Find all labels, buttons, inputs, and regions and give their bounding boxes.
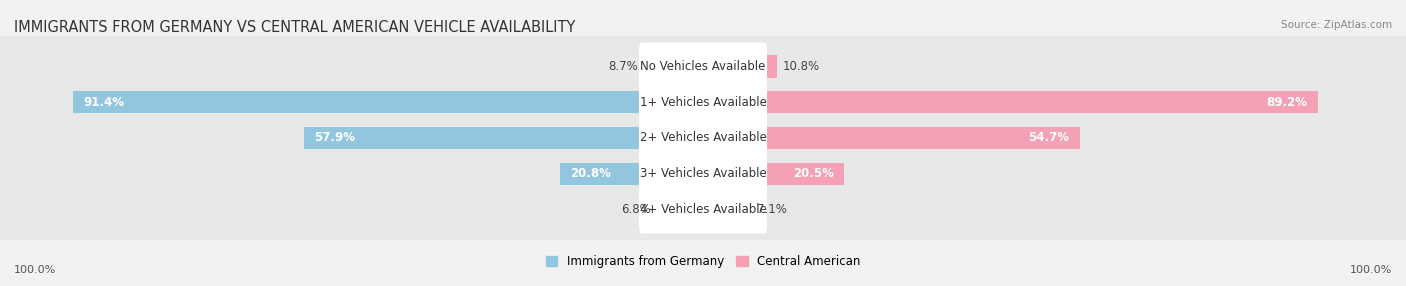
Text: 1+ Vehicles Available: 1+ Vehicles Available	[640, 96, 766, 109]
Text: 10.8%: 10.8%	[783, 60, 820, 73]
FancyBboxPatch shape	[0, 179, 1406, 240]
FancyBboxPatch shape	[703, 163, 844, 185]
FancyBboxPatch shape	[703, 198, 752, 221]
FancyBboxPatch shape	[638, 43, 768, 90]
FancyBboxPatch shape	[73, 91, 703, 113]
Text: 100.0%: 100.0%	[14, 265, 56, 275]
FancyBboxPatch shape	[0, 143, 1406, 204]
Text: 2+ Vehicles Available: 2+ Vehicles Available	[640, 132, 766, 144]
Text: Source: ZipAtlas.com: Source: ZipAtlas.com	[1281, 20, 1392, 30]
Text: 6.8%: 6.8%	[621, 203, 651, 216]
FancyBboxPatch shape	[638, 150, 768, 198]
Text: 7.1%: 7.1%	[758, 203, 787, 216]
Text: 91.4%: 91.4%	[83, 96, 125, 109]
FancyBboxPatch shape	[0, 107, 1406, 169]
Text: 3+ Vehicles Available: 3+ Vehicles Available	[640, 167, 766, 180]
Legend: Immigrants from Germany, Central American: Immigrants from Germany, Central America…	[541, 250, 865, 273]
FancyBboxPatch shape	[703, 55, 778, 78]
Text: IMMIGRANTS FROM GERMANY VS CENTRAL AMERICAN VEHICLE AVAILABILITY: IMMIGRANTS FROM GERMANY VS CENTRAL AMERI…	[14, 20, 575, 35]
Text: 4+ Vehicles Available: 4+ Vehicles Available	[640, 203, 766, 216]
FancyBboxPatch shape	[560, 163, 703, 185]
Text: 54.7%: 54.7%	[1029, 132, 1070, 144]
FancyBboxPatch shape	[703, 91, 1317, 113]
FancyBboxPatch shape	[0, 72, 1406, 133]
Text: 89.2%: 89.2%	[1267, 96, 1308, 109]
Text: 20.5%: 20.5%	[793, 167, 834, 180]
Text: 57.9%: 57.9%	[315, 132, 356, 144]
Text: No Vehicles Available: No Vehicles Available	[640, 60, 766, 73]
FancyBboxPatch shape	[304, 127, 703, 149]
FancyBboxPatch shape	[638, 186, 768, 233]
FancyBboxPatch shape	[0, 36, 1406, 97]
FancyBboxPatch shape	[638, 78, 768, 126]
FancyBboxPatch shape	[703, 127, 1080, 149]
FancyBboxPatch shape	[638, 114, 768, 162]
FancyBboxPatch shape	[643, 55, 703, 78]
Text: 100.0%: 100.0%	[1350, 265, 1392, 275]
FancyBboxPatch shape	[657, 198, 703, 221]
Text: 20.8%: 20.8%	[569, 167, 612, 180]
Text: 8.7%: 8.7%	[607, 60, 637, 73]
